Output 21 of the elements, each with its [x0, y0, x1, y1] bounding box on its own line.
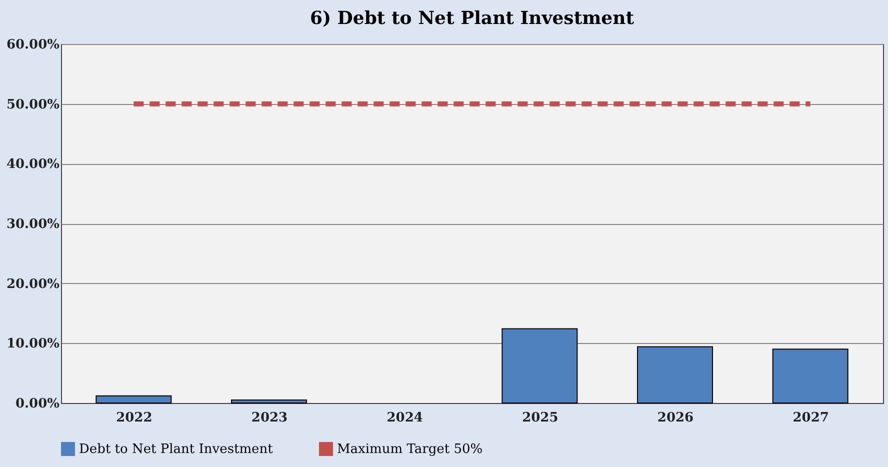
bar [231, 400, 307, 404]
y-tick-label: 50.00% [6, 97, 60, 112]
x-tick-label: 2023 [251, 410, 288, 426]
bar [637, 346, 713, 404]
legend-label: Debt to Net Plant Investment [79, 442, 274, 457]
x-tick-label: 2027 [792, 410, 829, 426]
bar [96, 395, 172, 404]
bar [502, 328, 578, 404]
y-tick-label: 60.00% [6, 38, 60, 52]
x-tick-label: 2025 [522, 410, 558, 426]
chart-title: 6) Debt to Net Plant Investment [310, 8, 635, 29]
x-tick-label: 2026 [657, 410, 694, 426]
y-tick-label: 10.00% [6, 336, 60, 352]
x-tick-label: 2022 [116, 410, 152, 426]
y-tick-label: 20.00% [6, 276, 60, 292]
legend-label: Maximum Target 50% [337, 442, 483, 457]
bar [772, 348, 848, 404]
y-tick-label: 0.00% [15, 396, 60, 412]
y-tick-label: 40.00% [6, 157, 60, 172]
y-tick-label: 30.00% [6, 217, 60, 232]
x-tick-label: 2024 [386, 410, 423, 426]
